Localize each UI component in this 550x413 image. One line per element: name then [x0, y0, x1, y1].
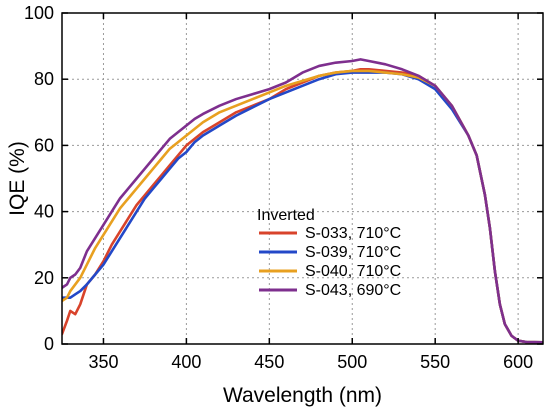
x-tick-label: 500: [337, 352, 367, 372]
series-lines: [62, 58, 543, 344]
x-tick-label: 450: [254, 352, 284, 372]
x-tick-label: 600: [503, 352, 533, 372]
series-line-4: [62, 58, 543, 344]
y-tick-label: 20: [34, 268, 54, 288]
legend-entry-label: S-043, 690°C: [305, 282, 401, 299]
x-axis-title: Wavelength (nm): [223, 384, 382, 407]
legend-title: Inverted: [257, 207, 315, 224]
y-tick-label: 60: [34, 135, 54, 155]
y-tick-label: 0: [44, 334, 54, 354]
x-tick-label: 400: [171, 352, 201, 372]
y-axis-title: IQE (%): [6, 141, 29, 216]
legend: Inverted S-033, 710°C S-039, 710°C S-040, …: [257, 207, 401, 299]
x-tick-label: 550: [420, 352, 450, 372]
tick-labels: 350 400 450 500 550 600 0 20 40 60 80 100: [24, 3, 533, 372]
legend-entry-label: S-033, 710°C: [305, 225, 401, 242]
grid-lines: [62, 13, 543, 344]
y-tick-label: 40: [34, 202, 54, 222]
y-tick-label: 100: [24, 3, 54, 23]
y-tick-label: 80: [34, 69, 54, 89]
axis-ticks: [62, 12, 543, 345]
legend-entry-label: S-039, 710°C: [305, 244, 401, 261]
x-tick-label: 350: [88, 352, 118, 372]
plot-frame: [61, 12, 544, 345]
legend-entry-label: S-040, 710°C: [305, 263, 401, 280]
series-line-1: [62, 67, 543, 344]
